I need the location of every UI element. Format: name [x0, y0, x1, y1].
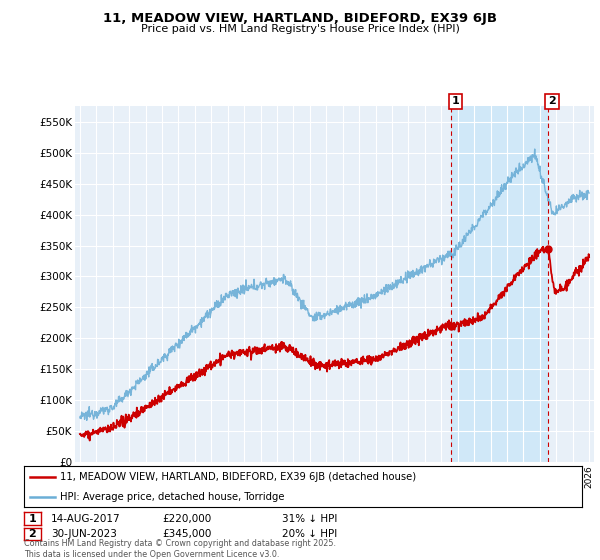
Text: Price paid vs. HM Land Registry's House Price Index (HPI): Price paid vs. HM Land Registry's House … [140, 24, 460, 34]
Text: 11, MEADOW VIEW, HARTLAND, BIDEFORD, EX39 6JB: 11, MEADOW VIEW, HARTLAND, BIDEFORD, EX3… [103, 12, 497, 25]
Text: 2: 2 [29, 529, 36, 539]
Text: HPI: Average price, detached house, Torridge: HPI: Average price, detached house, Torr… [60, 492, 285, 502]
Text: 1: 1 [29, 514, 36, 524]
Text: £220,000: £220,000 [162, 514, 211, 524]
Text: 2: 2 [548, 96, 556, 106]
Text: 1: 1 [452, 96, 460, 106]
Text: 14-AUG-2017: 14-AUG-2017 [51, 514, 121, 524]
Text: 11, MEADOW VIEW, HARTLAND, BIDEFORD, EX39 6JB (detached house): 11, MEADOW VIEW, HARTLAND, BIDEFORD, EX3… [60, 472, 416, 482]
Text: 30-JUN-2023: 30-JUN-2023 [51, 529, 117, 539]
Text: Contains HM Land Registry data © Crown copyright and database right 2025.
This d: Contains HM Land Registry data © Crown c… [24, 539, 336, 559]
Bar [451, 106, 548, 462]
Text: 31% ↓ HPI: 31% ↓ HPI [282, 514, 337, 524]
Text: 20% ↓ HPI: 20% ↓ HPI [282, 529, 337, 539]
Text: £345,000: £345,000 [162, 529, 211, 539]
